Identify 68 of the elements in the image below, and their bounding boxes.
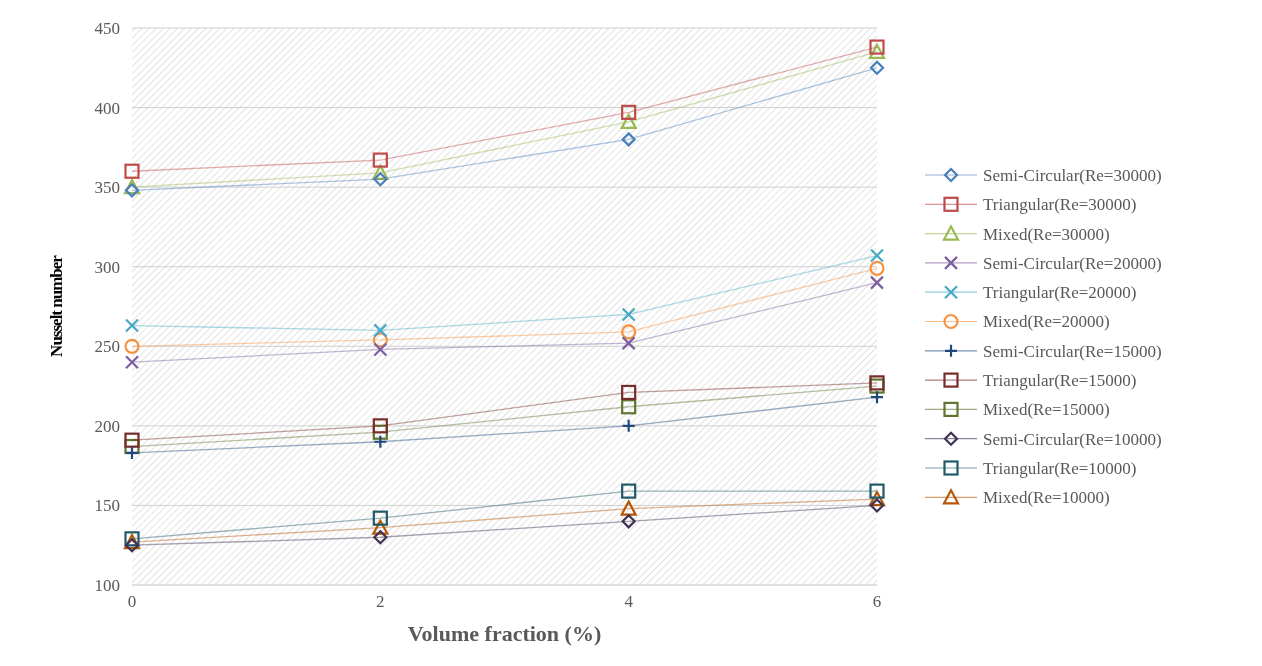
y-tick-label: 100 [94,575,120,595]
legend-label: Mixed(Re=30000) [983,224,1110,244]
x-axis-title: Volume fraction (%) [407,621,602,646]
legend-label: Triangular(Re=20000) [983,283,1137,303]
point [124,538,140,553]
point [869,498,885,513]
point [869,60,885,75]
legend-label: Mixed(Re=15000) [983,400,1110,420]
point [372,332,388,348]
point [621,132,636,147]
point [869,483,885,499]
legend-label: Semi-Circular(Re=20000) [983,253,1162,273]
point [621,336,636,351]
y-tick-label: 300 [94,257,120,277]
point [621,104,637,120]
point [373,342,388,357]
point [869,260,885,276]
legend-label: Semi-Circular(Re=10000) [983,429,1162,449]
point [124,183,140,198]
point [620,113,637,129]
y-axis-title: Nusselt number [47,254,66,357]
point [868,43,886,59]
legend-label: Triangular(Re=30000) [983,195,1137,215]
point [372,152,388,168]
point [621,514,636,529]
point [372,418,388,434]
point [373,323,388,338]
x-tick-label: 4 [624,592,634,611]
legend-label: Semi-Circular(Re=15000) [983,341,1162,361]
x-tick-label: 0 [127,592,137,611]
legend-label: Triangular(Re=10000) [983,458,1137,478]
legend-label: Mixed(Re=10000) [983,488,1110,508]
point [372,510,388,526]
point [621,399,637,415]
y-tick-label: 350 [94,178,120,198]
point [620,500,637,516]
point [621,418,636,433]
point [621,324,637,340]
point [372,424,388,440]
point [124,445,140,461]
point [373,530,388,545]
point [621,384,637,401]
point [373,434,388,449]
legend-label: Mixed(Re=20000) [983,312,1110,332]
point [621,483,637,499]
y-tick-label: 150 [94,496,120,516]
point [124,338,140,354]
y-tick-label: 250 [94,337,120,357]
point [869,390,885,405]
legend-label: Semi-Circular(Re=30000) [983,165,1162,185]
point [124,318,140,333]
point [869,248,885,263]
x-tick-label: 6 [872,592,882,611]
legend-label: Triangular(Re=15000) [983,371,1137,391]
y-tick-label: 200 [94,416,120,436]
point [373,172,388,187]
point [372,519,389,535]
point [869,275,885,290]
y-tick-label: 450 [94,18,120,38]
point [124,432,140,448]
y-tick-label: 400 [94,98,120,118]
point [372,164,389,180]
point [869,39,885,55]
point [124,355,140,370]
point [621,307,636,322]
x-tick-label: 2 [376,592,385,611]
point [868,490,886,507]
point [124,163,140,179]
